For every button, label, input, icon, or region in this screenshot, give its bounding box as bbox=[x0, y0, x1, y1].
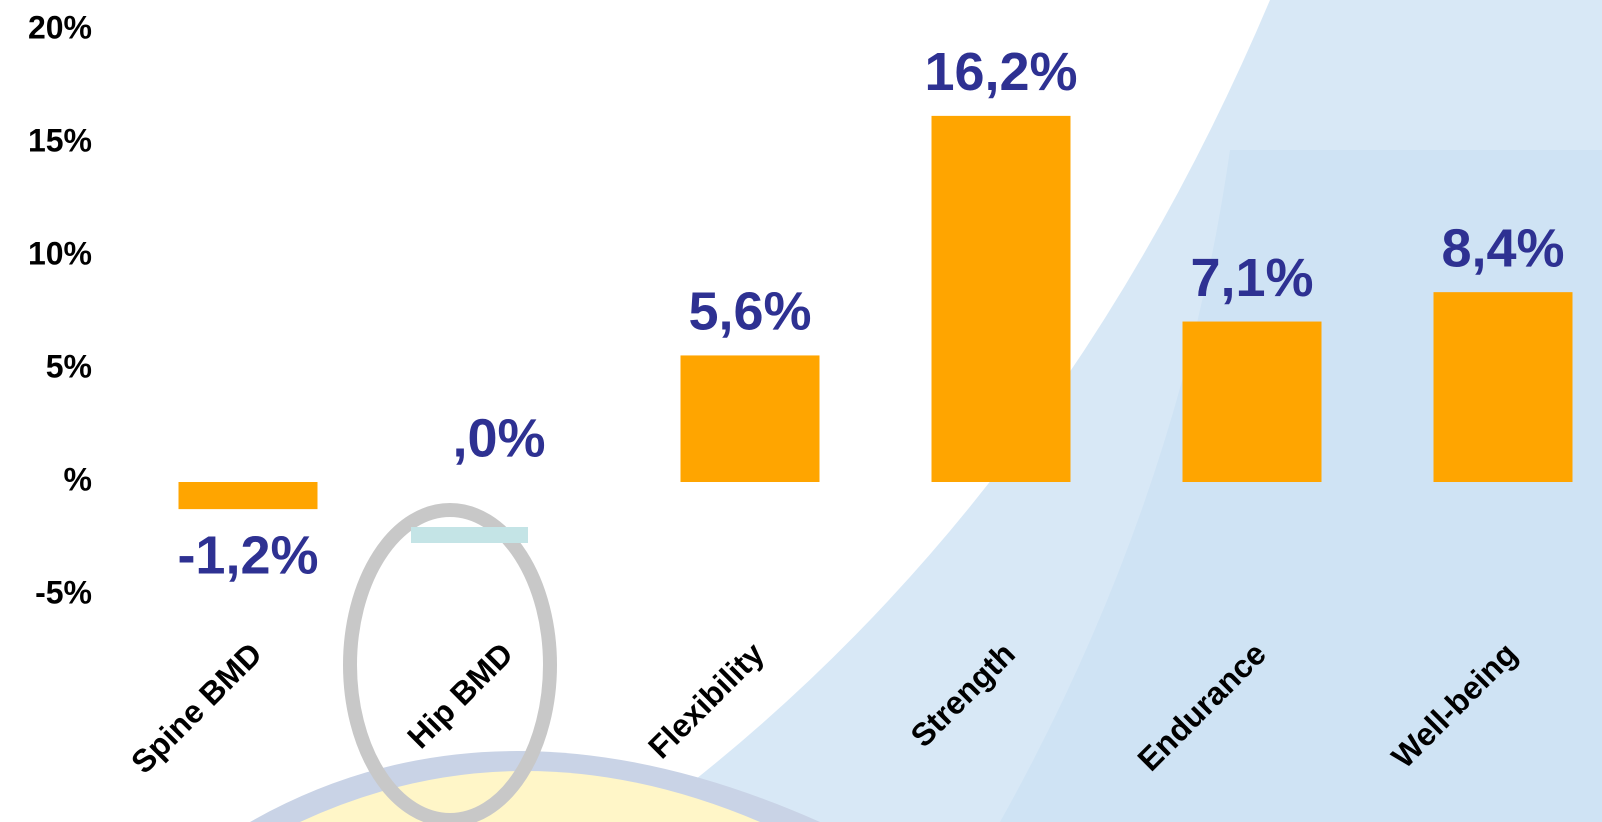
value-label: 16,2% bbox=[924, 42, 1077, 102]
bar bbox=[1433, 292, 1573, 482]
y-tick-label: -5% bbox=[35, 574, 92, 610]
highlight-bar bbox=[411, 527, 528, 543]
y-tick-label: 15% bbox=[28, 122, 92, 158]
value-label: ,0% bbox=[452, 408, 545, 468]
y-tick-label: 20% bbox=[28, 9, 92, 45]
x-tick-label: Hip BMD bbox=[400, 635, 520, 755]
highlight-ellipse bbox=[343, 503, 557, 822]
y-tick-label: 10% bbox=[28, 235, 92, 271]
bar bbox=[931, 115, 1071, 482]
y-tick-label: 5% bbox=[46, 348, 92, 384]
bar bbox=[178, 482, 318, 510]
value-label: 5,6% bbox=[688, 282, 811, 342]
bar bbox=[680, 355, 820, 482]
value-label: 8,4% bbox=[1441, 218, 1564, 278]
value-label: 7,1% bbox=[1190, 248, 1313, 308]
x-tick-label: Spine BMD bbox=[124, 635, 269, 780]
value-label: -1,2% bbox=[177, 525, 318, 585]
bar bbox=[1182, 321, 1322, 482]
y-tick-label: % bbox=[64, 461, 92, 497]
